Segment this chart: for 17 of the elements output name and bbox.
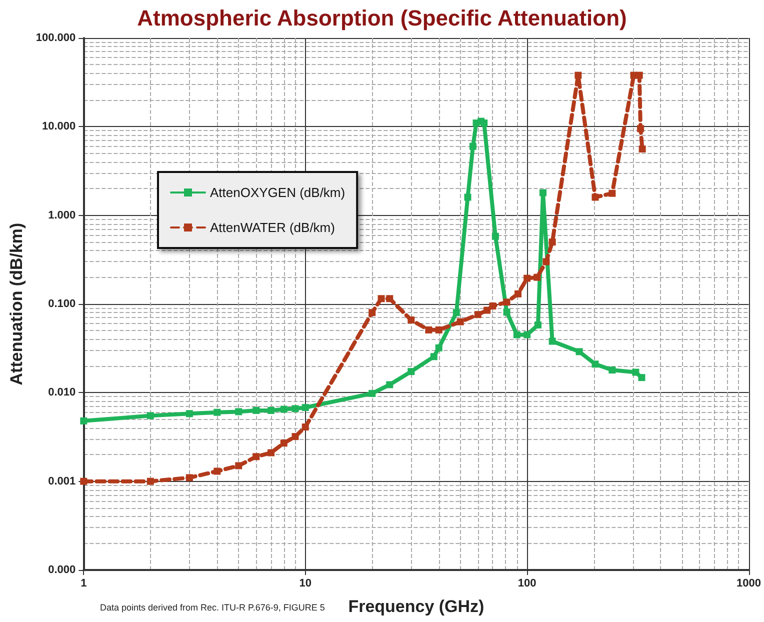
x-tick-label: 1000 xyxy=(736,578,762,590)
text: Data points derived from Rec. ITU-R P.676-9, FIGURE 5 xyxy=(100,602,325,612)
y-tick-label: 100.000 xyxy=(36,32,76,44)
x-tick-label: 10 xyxy=(299,578,312,590)
chart-title: Atmospheric Absorption (Specific Attenuation) xyxy=(137,6,627,30)
legend-label: AttenWATER (dB/km) xyxy=(210,220,335,235)
x-axis-title: Frequency (GHz) xyxy=(348,597,484,616)
y-axis-title: Attenuation (dB/km) xyxy=(7,222,26,386)
x-tick-label: 100 xyxy=(518,578,536,590)
y-tick-label: 0.000 xyxy=(48,564,76,576)
x-tick-label: 1 xyxy=(80,578,87,590)
y-tick-label: 1.000 xyxy=(48,209,76,222)
y-tick-label: 0.001 xyxy=(48,475,76,488)
legend-label: AttenOXYGEN (dB/km) xyxy=(210,185,346,200)
y-tick-label: 10.000 xyxy=(42,120,76,133)
y-tick-label: 0.010 xyxy=(48,386,76,399)
y-tick-label: 0.100 xyxy=(48,298,76,310)
